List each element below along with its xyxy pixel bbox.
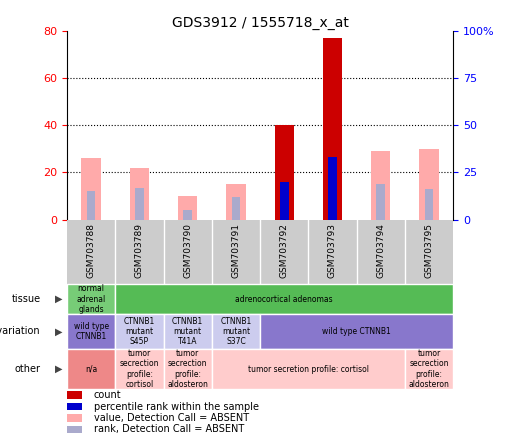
Text: percentile rank within the sample: percentile rank within the sample (94, 401, 259, 412)
Text: tumor
secrection
profile:
cortisol: tumor secrection profile: cortisol (119, 349, 159, 389)
Bar (67, 403, 82, 410)
Bar (67, 414, 82, 422)
Bar (67, 392, 82, 399)
Bar (232, 197, 241, 220)
Bar (115, 284, 453, 314)
Bar (81, 159, 101, 220)
Text: CTNNB1
mutant
T41A: CTNNB1 mutant T41A (172, 317, 203, 346)
Bar (376, 184, 385, 220)
Bar (260, 314, 453, 349)
Text: GSM703792: GSM703792 (280, 223, 289, 278)
Text: GSM703794: GSM703794 (376, 223, 385, 278)
Bar (212, 314, 260, 349)
Text: value, Detection Call = ABSENT: value, Detection Call = ABSENT (94, 413, 249, 423)
Text: GSM703791: GSM703791 (231, 223, 241, 278)
Bar (67, 284, 115, 314)
Text: rank, Detection Call = ABSENT: rank, Detection Call = ABSENT (94, 424, 244, 434)
Bar (274, 125, 294, 220)
Bar (67, 314, 115, 349)
Bar (67, 349, 115, 389)
Text: GSM703790: GSM703790 (183, 223, 192, 278)
Bar (130, 168, 149, 220)
Text: CTNNB1
mutant
S37C: CTNNB1 mutant S37C (220, 317, 251, 346)
Bar (163, 349, 212, 389)
Text: GSM703788: GSM703788 (87, 223, 96, 278)
Text: other: other (14, 364, 40, 374)
Text: n/a: n/a (85, 365, 97, 374)
Text: tumor
secrection
profile:
aldosteron: tumor secrection profile: aldosteron (167, 349, 208, 389)
Text: wild type
CTNNB1: wild type CTNNB1 (74, 322, 109, 341)
Bar (178, 196, 197, 220)
Bar (212, 349, 405, 389)
Bar (405, 349, 453, 389)
Text: ▶: ▶ (55, 294, 62, 304)
Title: GDS3912 / 1555718_x_at: GDS3912 / 1555718_x_at (171, 16, 349, 30)
Bar (226, 184, 246, 220)
Text: CTNNB1
mutant
S45P: CTNNB1 mutant S45P (124, 317, 155, 346)
Text: GSM703793: GSM703793 (328, 223, 337, 278)
Text: tumor
secrection
profile:
aldosteron: tumor secrection profile: aldosteron (408, 349, 450, 389)
Bar (67, 426, 82, 433)
Text: adrenocortical adenomas: adrenocortical adenomas (235, 294, 333, 304)
Bar (425, 190, 434, 220)
Bar (328, 158, 337, 220)
Text: tumor secretion profile: cortisol: tumor secretion profile: cortisol (248, 365, 369, 374)
Text: genotype/variation: genotype/variation (0, 326, 40, 337)
Text: ▶: ▶ (55, 364, 62, 374)
Bar (183, 210, 192, 220)
Bar (371, 151, 390, 220)
Bar (87, 191, 95, 220)
Bar (280, 182, 288, 220)
Text: tissue: tissue (11, 294, 40, 304)
Bar (419, 149, 439, 220)
Bar (115, 349, 163, 389)
Bar (163, 314, 212, 349)
Text: GSM703789: GSM703789 (135, 223, 144, 278)
Text: normal
adrenal
glands: normal adrenal glands (76, 284, 106, 314)
Text: ▶: ▶ (55, 326, 62, 337)
Bar (135, 187, 144, 220)
Text: GSM703795: GSM703795 (424, 223, 434, 278)
Text: count: count (94, 390, 122, 400)
Bar (323, 38, 342, 220)
Bar (115, 314, 163, 349)
Text: wild type CTNNB1: wild type CTNNB1 (322, 327, 391, 336)
